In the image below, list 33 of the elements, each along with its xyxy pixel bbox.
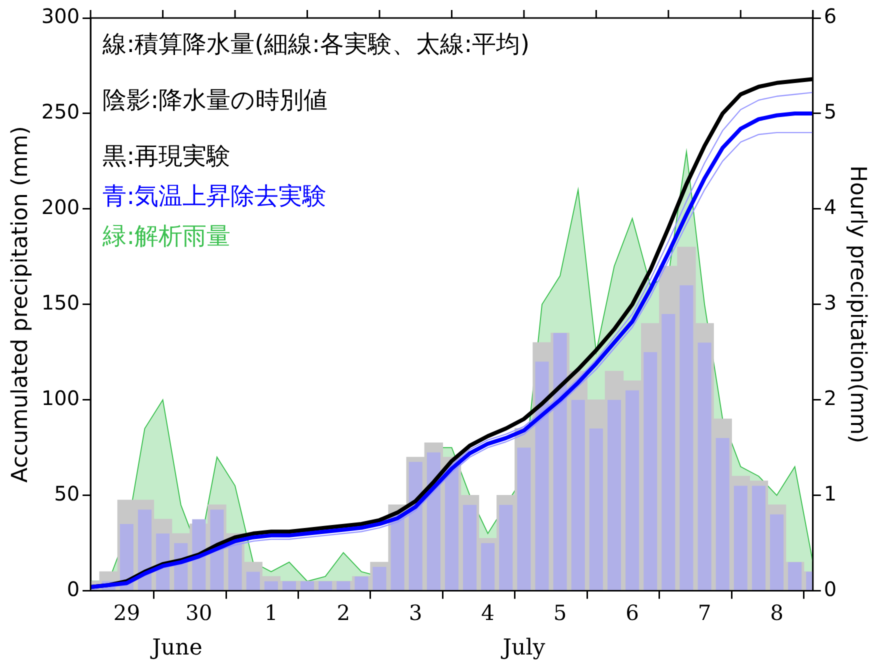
y2-axis-title: Hourly precipitation(mm) xyxy=(845,166,870,444)
x-tick-label: 29 xyxy=(113,600,140,625)
text: July xyxy=(500,636,546,661)
x-tick-label: 2 xyxy=(336,600,350,625)
y2-tick-label: 3 xyxy=(824,290,837,315)
y2-tick-label: 5 xyxy=(824,100,837,124)
y-tick-label: 100 xyxy=(41,386,80,410)
annotation: 線:積算降水量(細線:各実験、太線:平均) xyxy=(102,30,530,58)
text: June xyxy=(150,636,202,661)
text: 青:気温上昇除去実験 xyxy=(102,182,327,210)
y2-tick-label: 0 xyxy=(824,577,837,602)
text: 黒:再現実験 xyxy=(102,142,231,170)
x-tick-label: 30 xyxy=(186,600,212,625)
x-tick-label: 6 xyxy=(626,600,639,625)
y-axis-title: Accumulated precipitation (mm) xyxy=(8,126,33,483)
y-tick-label: 150 xyxy=(41,290,80,315)
y2-tick-label: 6 xyxy=(824,4,837,28)
y-tick-label: 0 xyxy=(66,577,80,602)
text: 緑:解析雨量 xyxy=(102,222,231,250)
y-tick-label: 300 xyxy=(41,4,80,28)
y2-tick-label: 2 xyxy=(824,386,837,410)
y-tick-label: 250 xyxy=(41,100,80,124)
y-tick-label: 200 xyxy=(41,195,80,220)
x-tick-label: 3 xyxy=(408,600,422,625)
x-tick-label: 1 xyxy=(264,600,278,625)
x-tick-label: 8 xyxy=(770,600,784,625)
y2-tick-label: 1 xyxy=(824,482,837,506)
annotation: 陰影:降水量の時別値 xyxy=(102,86,328,114)
x-tick-label: 4 xyxy=(481,600,495,625)
y2-tick-label: 4 xyxy=(824,195,837,220)
x-tick-label: 7 xyxy=(698,600,712,625)
y-tick-label: 50 xyxy=(54,482,80,506)
x-tick-label: 5 xyxy=(553,600,567,625)
